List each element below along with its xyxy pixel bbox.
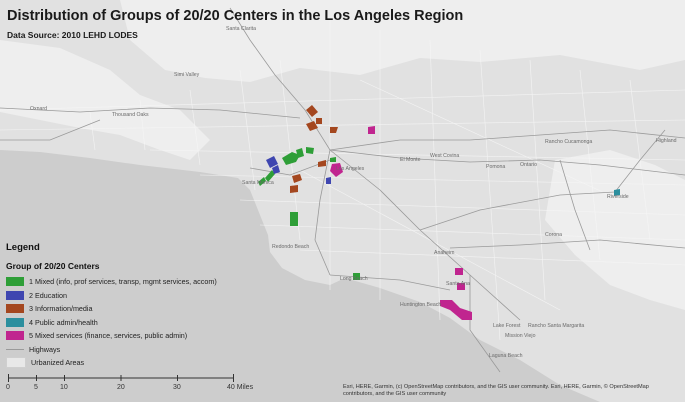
place-label: El Monte: [400, 157, 421, 163]
place-label: Los Angeles: [336, 166, 365, 172]
map-title: Distribution of Groups of 20/20 Centers …: [7, 8, 464, 24]
center-group-1: [306, 147, 314, 154]
legend-swatch: [6, 290, 24, 300]
center-group-3: [292, 174, 302, 183]
place-label: Rancho Cucamonga: [545, 139, 592, 145]
legend-item-group-2: 2 Education: [6, 289, 266, 303]
scale-label: 20: [117, 384, 125, 391]
attribution: Esri, HERE, Garmin, (c) OpenStreetMap co…: [343, 384, 649, 397]
peninsula: [268, 235, 345, 285]
legend-swatch: [6, 317, 24, 327]
center-group-5: [440, 300, 472, 320]
center-group-3: [290, 185, 298, 193]
legend-item-highways: Highways: [6, 343, 266, 357]
place-label: Oxnard: [30, 106, 47, 112]
center-group-2: [266, 156, 278, 168]
legend-item-urbanized: Urbanized Areas: [6, 356, 266, 370]
center-group-1: [265, 170, 275, 182]
place-label: Huntington Beach: [400, 302, 441, 308]
center-group-2: [272, 165, 280, 174]
center-group-5: [368, 126, 375, 134]
legend-item-group-5: 5 Mixed services (finance, services, pub…: [6, 329, 266, 343]
place-label: West Covina: [430, 153, 459, 159]
place-label: Santa Ana: [446, 281, 470, 287]
center-group-3: [306, 121, 318, 131]
scale-label: 5: [34, 384, 38, 391]
place-label: Corona: [545, 232, 562, 238]
legend-swatch: [6, 331, 24, 341]
place-label: Santa Monica: [242, 180, 274, 186]
center-group-1: [296, 148, 304, 158]
mountain-area: [120, 0, 685, 82]
centers: [258, 105, 620, 320]
legend-label: Highways: [29, 344, 61, 354]
mountain-area: [0, 40, 210, 160]
center-group-5: [457, 283, 465, 290]
legend-subtitle: Group of 20/20 Centers: [6, 261, 100, 271]
center-group-4: [614, 189, 620, 196]
legend-label: 3 Information/media: [29, 304, 93, 314]
center-group-1: [330, 157, 336, 162]
legend-label: 2 Education: [29, 290, 67, 300]
place-label: Highland: [656, 138, 677, 144]
place-label: Simi Valley: [174, 72, 200, 78]
legend-swatch: [6, 304, 24, 314]
legend-label: 5 Mixed services (finance, services, pub…: [29, 331, 188, 341]
center-group-3: [318, 160, 326, 167]
legend-highway-line: [6, 348, 24, 350]
center-group-5: [455, 268, 463, 275]
center-group-3: [330, 127, 338, 133]
scale-label: 10: [60, 384, 68, 391]
legend-item-group-1: 1 Mixed (info, prof services, transp, mg…: [6, 275, 266, 289]
legend-swatch: [6, 277, 24, 287]
road-network: [0, 20, 685, 341]
center-group-5: [330, 163, 343, 177]
center-group-1: [290, 212, 298, 226]
place-label: Pomona: [486, 164, 505, 170]
place-label: Rancho Santa Margarita: [528, 323, 584, 329]
legend: Legend Group of 20/20 Centers 1 Mixed (i…: [6, 242, 266, 370]
place-label: Santa Clarita: [226, 26, 256, 32]
center-group-2: [326, 177, 331, 184]
legend-label: 4 Public admin/health: [29, 317, 98, 327]
center-group-1: [282, 152, 300, 165]
place-labels: Santa Clarita Simi Valley Oxnard Thousan…: [30, 26, 677, 359]
center-group-1: [258, 177, 266, 186]
place-label: Mission Viejo: [505, 333, 536, 339]
legend-item-group-4: 4 Public admin/health: [6, 316, 266, 330]
place-label: Anaheim: [434, 250, 454, 256]
legend-swatch: [6, 357, 26, 369]
center-group-3: [316, 118, 322, 124]
data-source: Data Source: 2010 LEHD LODES: [7, 30, 138, 40]
scale-label: 40 Miles: [227, 384, 254, 391]
place-label: Redondo Beach: [272, 244, 309, 250]
place-label: Lake Forest: [493, 323, 521, 329]
legend-title: Legend: [6, 242, 40, 253]
center-group-3: [306, 105, 318, 117]
place-label: Laguna Beach: [489, 353, 523, 359]
legend-label: 1 Mixed (info, prof services, transp, mg…: [29, 277, 217, 287]
legend-label: Urbanized Areas: [31, 358, 85, 368]
place-label: Thousand Oaks: [112, 112, 149, 118]
mountain-area: [545, 150, 685, 310]
scale-bar: [8, 374, 234, 382]
place-label: Riverside: [607, 194, 629, 200]
scale-label: 30: [173, 384, 181, 391]
legend-item-group-3: 3 Information/media: [6, 302, 266, 316]
center-group-1: [353, 273, 360, 280]
highways: [0, 7, 685, 373]
scale-label: 0: [6, 384, 10, 391]
place-label: Ontario: [520, 162, 537, 168]
place-label: Long Beach: [340, 276, 368, 282]
